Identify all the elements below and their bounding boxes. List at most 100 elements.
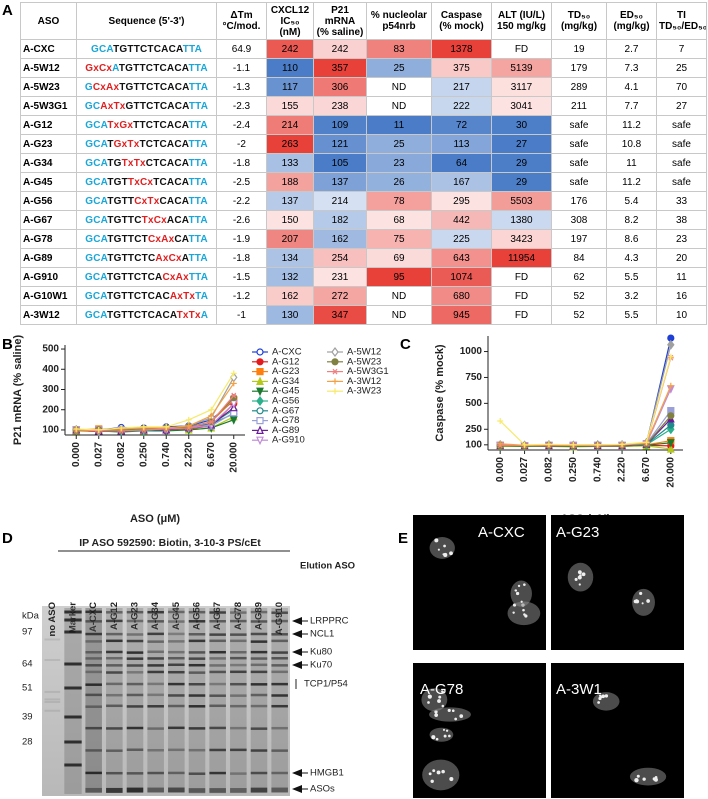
table-cell: -2.5 [216,172,267,192]
gel-band [168,663,185,667]
gel-band [271,664,288,667]
gel-band [147,650,164,654]
gel-band [106,771,123,775]
speckle [430,779,434,783]
gel-band [126,651,144,654]
data-point [208,412,215,419]
legend-label: A-5W3G1 [347,366,389,377]
gel-band [271,670,288,674]
nucleus [429,707,471,722]
gel-band [126,693,144,697]
speckle [524,614,528,618]
lane-smear [168,608,185,792]
table-cell: 4.3 [606,248,657,268]
gel-band [188,671,206,674]
table-cell: 11 [656,267,707,287]
gel-band [44,659,61,662]
speckle [434,538,439,543]
gel-band [271,619,288,623]
gel-band [85,632,102,636]
aso-name: A-5W23 [20,77,77,97]
speckle [577,570,582,575]
series-line [500,388,672,447]
column-header: Sequence (5'-3') [76,2,217,40]
gel-band [250,663,268,667]
gel-title: IP ASO 592590: Biotin, 3-10-3 PS/cEt [79,537,261,549]
aso-name: A-G10W1 [20,286,77,306]
x-tick-label: 0.000 [495,457,506,482]
gel-band [250,693,268,697]
gel-band [271,639,288,643]
micrograph-label: A-G78 [420,681,463,698]
x-tick-label: 20.000 [665,457,676,488]
lane-label: Marker [68,602,79,633]
gel-band [209,694,226,697]
gel-band [106,682,123,686]
gel-band [188,657,206,660]
column-header: ED₅₀ (mg/kg) [606,2,657,40]
table-cell: -1.2 [216,286,267,306]
sequence: GCAxTxGTTCTCACATTA [76,96,217,116]
gel-band [209,726,226,730]
table-row: A-G45 GCATGTTxCxTCACATTA -2.5 188 137 26 167 29… [20,172,707,192]
table-cell: 207 [266,229,314,249]
gel-band [230,670,247,674]
table-cell: 1074 [431,267,492,287]
table-cell: 19 [551,39,607,59]
gel-band [64,740,82,744]
speckle [598,694,602,698]
table-cell: 10.8 [606,134,657,154]
nucleus [429,537,455,559]
table-cell: 52 [551,286,607,306]
legend-item: A-3W12 [327,376,381,387]
table-cell: 3117 [491,77,552,97]
gel-band [250,610,268,614]
gel-band [44,690,61,693]
data-point [256,376,264,385]
table-cell: 179 [551,58,607,78]
gel-band [126,657,144,660]
gel-band [271,771,288,775]
table-cell: -1.1 [216,58,267,78]
gel-band [250,749,268,752]
table-cell: 132 [266,267,314,287]
gel-band [188,682,206,686]
table-cell: 137 [266,191,314,211]
gel-band [147,664,164,667]
table-cell: 113 [431,134,492,154]
gel-band [126,787,144,793]
mw-label: 51 [22,683,33,694]
sequence: GCATGxTxTCTCACATTA [76,134,217,154]
legend-label: A-5W12 [347,347,381,358]
table-cell: 155 [266,96,314,116]
aso-name: A-3W12 [20,305,77,325]
table-cell: 680 [431,286,492,306]
mw-label: 64 [22,659,33,670]
speckle [601,694,606,699]
gel-band [230,663,247,667]
table-cell: 11.2 [606,172,657,192]
speckle [441,690,444,694]
data-point [331,358,339,366]
gel-band [147,748,164,752]
gel-band [64,662,82,666]
legend-label: A-G45 [272,386,299,397]
data-point [185,422,192,429]
x-tick-label: 0.082 [544,457,555,482]
speckle [634,777,639,783]
gel-band [230,726,247,730]
lane-smear [230,608,247,792]
table-cell: -1.3 [216,77,267,97]
gel-band [106,671,123,674]
gel-band [85,620,102,623]
lane-smear [126,608,144,792]
speckle [449,777,454,782]
table-cell: 214 [313,191,367,211]
x-tick-label: 0.740 [161,442,172,467]
data-point [208,418,215,425]
band-arrow [292,661,302,669]
gel-band [188,663,206,667]
y-tick-label: 250 [465,424,482,435]
data-point [256,358,264,366]
